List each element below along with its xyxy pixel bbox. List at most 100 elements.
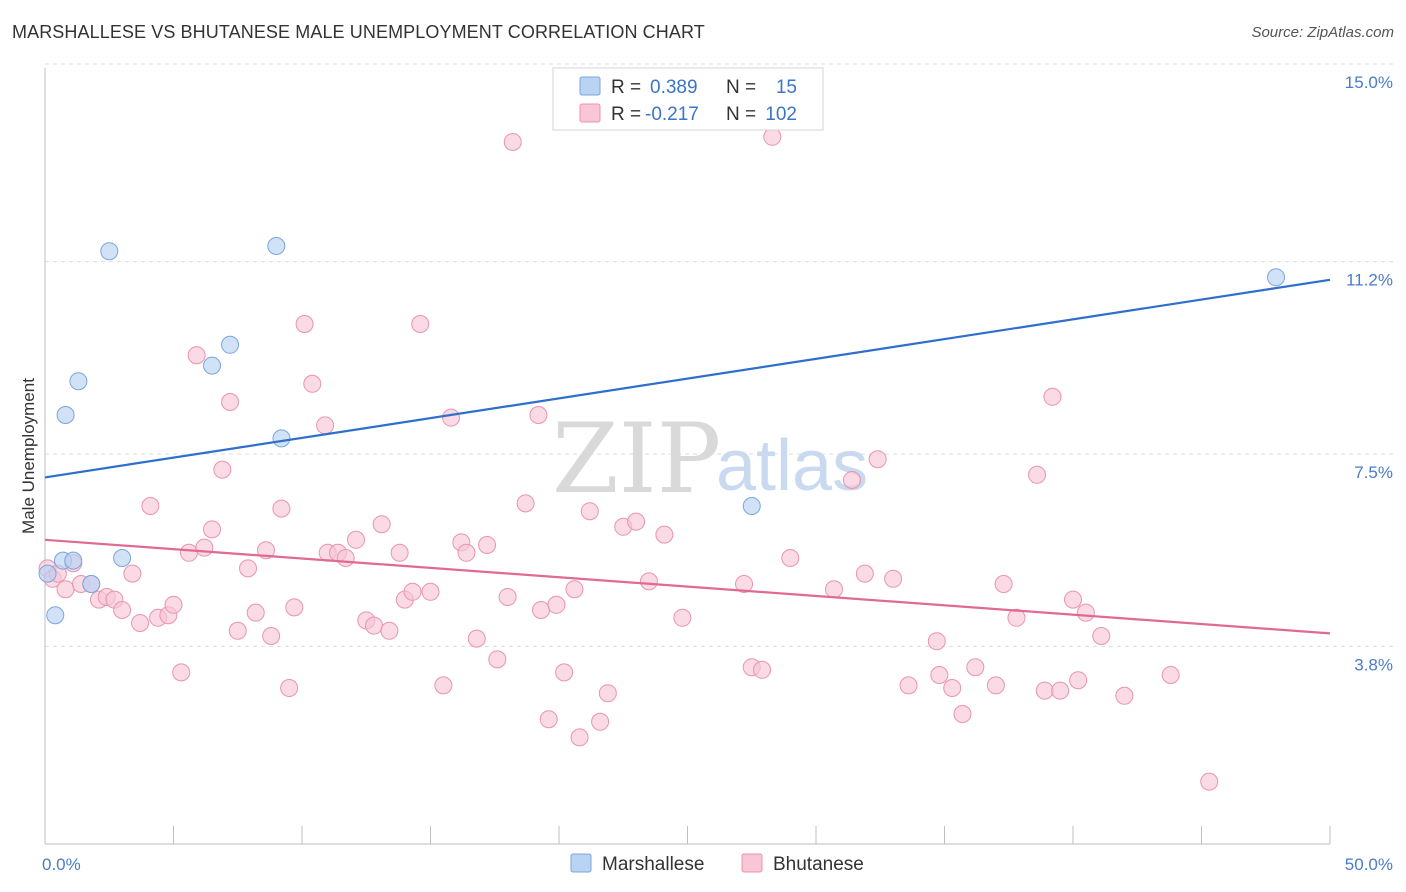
bhutanese-point <box>655 525 674 544</box>
y-axis-label: Male Unemployment <box>19 378 38 534</box>
correlation-legend: R = 0.389 N = 15 R = -0.217 N = 102 <box>552 67 824 131</box>
bhutanese-point <box>753 660 772 679</box>
bhutanese-point <box>855 564 874 583</box>
bhutanese-point <box>532 601 551 619</box>
bhutanese-point <box>372 515 391 534</box>
bhutanese-point <box>673 608 692 627</box>
bhutanese-point <box>272 499 291 518</box>
bhutanese-point <box>1064 590 1082 609</box>
bhutanese-point <box>411 315 430 333</box>
bhutanese-point <box>927 632 946 651</box>
marshallese-point <box>203 356 222 375</box>
bhutanese-point <box>503 133 522 151</box>
bhutanese-point <box>257 541 276 560</box>
bhutanese-point <box>1200 772 1219 791</box>
bhutanese-point <box>539 710 558 729</box>
bhutanese-point <box>591 712 610 731</box>
bhutanese-point <box>884 569 903 588</box>
bhutanese-point <box>953 705 972 723</box>
bhutanese-point <box>994 575 1013 593</box>
bhutanese-point <box>164 595 183 614</box>
bhutanese-point <box>1051 681 1070 700</box>
bhutanese-point <box>467 629 486 648</box>
marshallese-point <box>272 429 291 448</box>
bhutanese-point <box>336 549 355 567</box>
y-tick-label: 3.8% <box>1354 655 1393 674</box>
bhutanese-point <box>179 543 198 562</box>
watermark-atlas: atlas <box>716 426 868 506</box>
bhutanese-point <box>986 676 1005 695</box>
x-tick-label-min: 0.0% <box>42 855 81 874</box>
marshallese-point <box>64 551 83 570</box>
bhutanese-point <box>899 676 918 695</box>
bhutanese-point <box>529 406 548 424</box>
bhutanese-point <box>403 582 422 601</box>
bhutanese-point <box>187 346 206 365</box>
bhutanese-point <box>303 374 322 393</box>
bhutanese-point <box>498 588 517 606</box>
legend-n-label-1: N = <box>726 77 756 98</box>
bhutanese-point <box>943 679 962 697</box>
legend-n-label-2: N = <box>726 104 756 125</box>
watermark-zip: ZIP <box>552 403 721 515</box>
bhutanese-point <box>824 580 843 599</box>
bhutanese-point <box>580 502 599 521</box>
bhutanese-point <box>239 559 258 578</box>
bhutanese-point <box>966 658 985 677</box>
bottom-legend-swatch-marshallese <box>570 853 592 873</box>
bhutanese-point <box>113 601 132 619</box>
bhutanese-point <box>280 679 299 697</box>
chart-title: MARSHALLESE VS BHUTANESE MALE UNEMPLOYME… <box>12 22 705 42</box>
marshallese-point <box>267 237 286 255</box>
bhutanese-point <box>262 627 281 645</box>
bhutanese-point <box>172 663 191 682</box>
bhutanese-point <box>203 520 222 539</box>
source-label: Source: ZipAtlas.com <box>1251 24 1394 41</box>
bhutanese-point <box>842 471 861 489</box>
marshallese-point <box>1267 268 1286 287</box>
bhutanese-point <box>478 536 497 554</box>
legend-swatch-bhutanese <box>579 103 601 123</box>
bottom-legend-swatch-bhutanese <box>741 853 763 873</box>
series-legend: Marshallese Bhutanese <box>570 853 864 875</box>
y-tick-label: 7.5% <box>1354 463 1393 482</box>
bottom-legend-label-marshallese: Marshallese <box>602 854 704 875</box>
y-tick-labels: 3.8% 7.5% 11.2% 15.0% <box>1345 73 1393 674</box>
bhutanese-point <box>868 450 887 469</box>
marshallese-point <box>100 242 119 261</box>
bhutanese-point <box>1092 627 1111 645</box>
bhutanese-point <box>1007 608 1026 627</box>
bottom-legend-label-bhutanese: Bhutanese <box>773 854 864 875</box>
bhutanese-point <box>547 595 566 614</box>
bhutanese-point <box>570 728 589 747</box>
marshallese-point <box>69 372 88 391</box>
legend-swatch-marshallese <box>579 76 601 96</box>
legend-r-label-2: R = <box>611 104 641 125</box>
bhutanese-point <box>246 603 265 622</box>
marshallese-point <box>82 575 101 593</box>
bhutanese-point <box>488 650 507 669</box>
marshallese-point <box>46 606 65 625</box>
bhutanese-point <box>195 538 214 557</box>
bhutanese-point <box>131 614 150 632</box>
bhutanese-point <box>390 543 409 562</box>
bhutanese-point <box>1161 666 1180 684</box>
bhutanese-point <box>228 621 247 640</box>
bhutanese-point <box>516 494 535 513</box>
y-tick-label: 15.0% <box>1345 73 1393 92</box>
bhutanese-point <box>1028 465 1047 484</box>
x-tick-label-max: 50.0% <box>1345 855 1393 874</box>
marshallese-point <box>221 335 240 354</box>
bhutanese-point <box>123 564 142 583</box>
bhutanese-point <box>1035 681 1054 700</box>
bhutanese-trend-line <box>44 538 1331 635</box>
bhutanese-point <box>434 676 453 695</box>
marshallese-point <box>56 406 75 424</box>
bhutanese-point <box>442 408 461 427</box>
bhutanese-point <box>627 512 646 531</box>
bhutanese-point <box>639 572 658 591</box>
bhutanese-point <box>1069 671 1088 690</box>
marshallese-point <box>38 564 57 583</box>
bhutanese-point <box>346 530 365 549</box>
